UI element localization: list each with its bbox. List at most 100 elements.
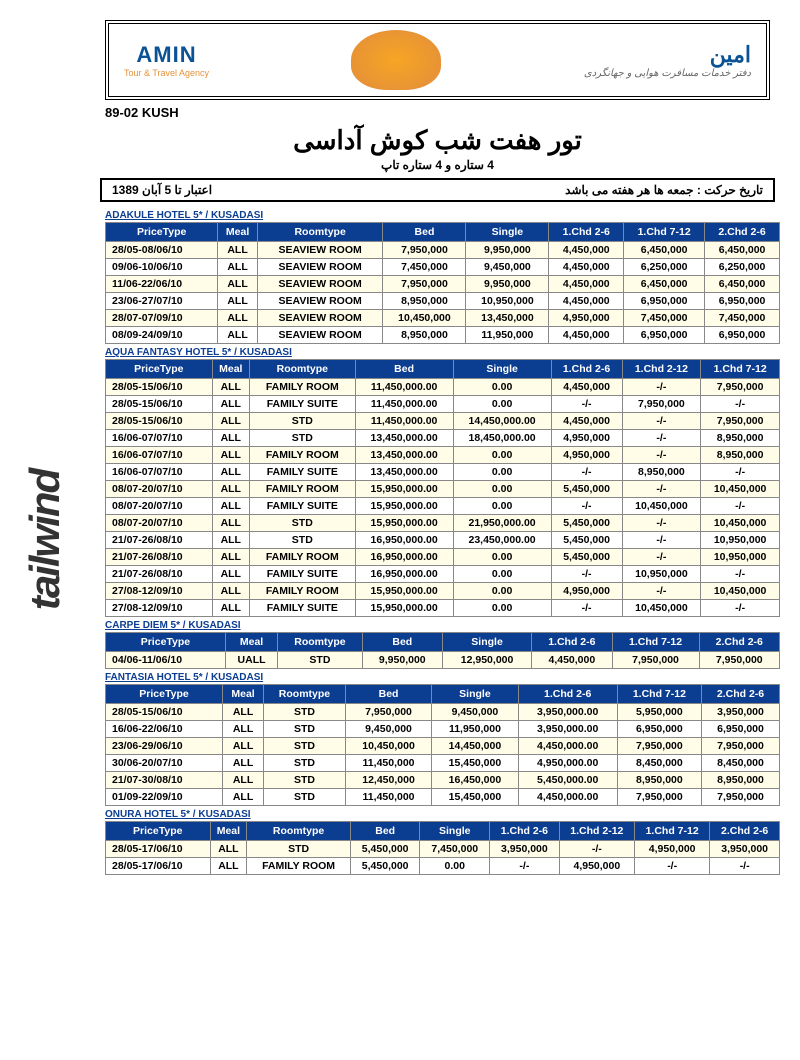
table-cell: 28/05-17/06/10 <box>106 858 211 875</box>
table-row: 01/09-22/09/10ALLSTD11,450,00015,450,000… <box>106 789 780 806</box>
table-header: Meal <box>218 223 257 242</box>
table-cell: 10,450,000 <box>701 583 780 600</box>
table-cell: 6,450,000 <box>624 242 705 259</box>
table-header: Bed <box>350 822 420 841</box>
table-cell: STD <box>264 755 346 772</box>
company-name-fa: امین <box>584 42 751 68</box>
table-cell: ALL <box>223 738 264 755</box>
table-cell: 10,450,000 <box>345 738 431 755</box>
table-cell: 9,950,000 <box>362 652 442 669</box>
hotel-title: ADAKULE HOTEL 5* / KUSADASI <box>105 210 780 221</box>
table-header: PriceType <box>106 633 226 652</box>
table-cell: 4,450,000.00 <box>518 738 617 755</box>
price-table: PriceTypeMealRoomtypeBedSingle1.Chd 2-61… <box>105 684 780 806</box>
table-header: 2.Chd 2-6 <box>710 822 780 841</box>
table-header: Single <box>432 685 518 704</box>
table-cell: 4,950,000 <box>551 583 622 600</box>
table-row: 27/08-12/09/10ALLFAMILY ROOM15,950,000.0… <box>106 583 780 600</box>
table-header: Bed <box>383 223 466 242</box>
table-cell: 7,450,000 <box>624 310 705 327</box>
table-cell: SEAVIEW ROOM <box>257 259 383 276</box>
table-cell: 0.00 <box>453 549 551 566</box>
table-cell: 3,950,000 <box>710 841 780 858</box>
table-cell: -/- <box>622 481 701 498</box>
table-cell: 30/06-20/07/10 <box>106 755 223 772</box>
table-cell: 28/07-07/09/10 <box>106 310 218 327</box>
table-cell: 4,450,000 <box>551 379 622 396</box>
table-cell: 10,950,000 <box>622 566 701 583</box>
table-cell: 28/05-15/06/10 <box>106 413 213 430</box>
table-header: Bed <box>345 685 431 704</box>
table-cell: 15,450,000 <box>432 755 518 772</box>
table-cell: ALL <box>223 704 264 721</box>
table-cell: STD <box>264 738 346 755</box>
table-row: 28/05-17/06/10ALLFAMILY ROOM5,450,0000.0… <box>106 858 780 875</box>
table-header: 2.Chd 2-6 <box>705 223 780 242</box>
table-cell: STD <box>264 789 346 806</box>
table-cell: 7,950,000 <box>701 413 780 430</box>
table-header: Single <box>453 360 551 379</box>
table-cell: FAMILY ROOM <box>250 447 356 464</box>
table-row: 16/06-07/07/10ALLFAMILY ROOM13,450,000.0… <box>106 447 780 464</box>
table-cell: SEAVIEW ROOM <box>257 242 383 259</box>
table-row: 08/07-20/07/10ALLFAMILY ROOM15,950,000.0… <box>106 481 780 498</box>
table-cell: 28/05-15/06/10 <box>106 704 223 721</box>
table-row: 11/06-22/06/10ALLSEAVIEW ROOM7,950,0009,… <box>106 276 780 293</box>
table-cell: 11,950,000 <box>466 327 549 344</box>
table-cell: -/- <box>710 858 780 875</box>
table-cell: 4,450,000 <box>549 259 624 276</box>
table-row: 04/06-11/06/10UALLSTD9,950,00012,950,000… <box>106 652 780 669</box>
table-cell: 8,950,000 <box>383 327 466 344</box>
table-cell: ALL <box>212 413 249 430</box>
table-cell: ALL <box>223 721 264 738</box>
company-tagline-en: Tour & Travel Agency <box>124 68 209 78</box>
table-row: 28/05-15/06/10ALLFAMILY SUITE11,450,000.… <box>106 396 780 413</box>
table-cell: -/- <box>551 600 622 617</box>
table-cell: 7,950,000 <box>699 652 779 669</box>
company-tagline-fa: دفتر خدمات مسافرت هوایی و جهانگردی <box>584 68 751 79</box>
table-cell: 6,450,000 <box>705 242 780 259</box>
table-cell: 7,950,000 <box>383 276 466 293</box>
table-cell: -/- <box>701 498 780 515</box>
table-cell: 10,450,000 <box>622 600 701 617</box>
table-cell: 04/06-11/06/10 <box>106 652 226 669</box>
table-cell: -/- <box>622 413 701 430</box>
table-cell: 9,450,000 <box>466 259 549 276</box>
table-cell: FAMILY SUITE <box>250 498 356 515</box>
table-cell: 8,950,000 <box>701 447 780 464</box>
table-cell: STD <box>278 652 362 669</box>
table-header: 1.Chd 2-12 <box>559 822 634 841</box>
table-cell: 28/05-15/06/10 <box>106 396 213 413</box>
table-row: 21/07-26/08/10ALLFAMILY ROOM16,950,000.0… <box>106 549 780 566</box>
table-header: 1.Chd 7-12 <box>701 360 780 379</box>
table-header: PriceType <box>106 685 223 704</box>
table-header: 1.Chd 7-12 <box>635 822 710 841</box>
table-cell: 10,450,000 <box>622 498 701 515</box>
table-cell: FAMILY ROOM <box>250 379 356 396</box>
table-header: 1.Chd 2-6 <box>532 633 612 652</box>
table-header: 1.Chd 7-12 <box>617 685 701 704</box>
table-row: 28/05-15/06/10ALLSTD7,950,0009,450,0003,… <box>106 704 780 721</box>
table-cell: FAMILY SUITE <box>250 600 356 617</box>
table-cell: 6,250,000 <box>624 259 705 276</box>
table-cell: ALL <box>212 566 249 583</box>
table-cell: 4,950,000 <box>559 858 634 875</box>
table-cell: SEAVIEW ROOM <box>257 310 383 327</box>
table-cell: 16,950,000.00 <box>355 532 453 549</box>
table-cell: 11,450,000 <box>345 755 431 772</box>
table-cell: FAMILY ROOM <box>247 858 351 875</box>
table-cell: 6,950,000 <box>624 293 705 310</box>
table-cell: ALL <box>218 327 257 344</box>
table-row: 16/06-07/07/10ALLSTD13,450,000.0018,450,… <box>106 430 780 447</box>
table-cell: 16,950,000.00 <box>355 566 453 583</box>
table-cell: 4,450,000 <box>551 413 622 430</box>
table-cell: 21/07-26/08/10 <box>106 532 213 549</box>
table-cell: STD <box>250 515 356 532</box>
table-cell: 6,950,000 <box>624 327 705 344</box>
table-cell: -/- <box>622 549 701 566</box>
document-code: 89-02 KUSH <box>105 105 780 120</box>
table-cell: 12,950,000 <box>442 652 531 669</box>
logo-right: امین دفتر خدمات مسافرت هوایی و جهانگردی <box>584 42 751 79</box>
company-name-en: AMIN <box>136 42 196 68</box>
table-cell: 09/06-10/06/10 <box>106 259 218 276</box>
